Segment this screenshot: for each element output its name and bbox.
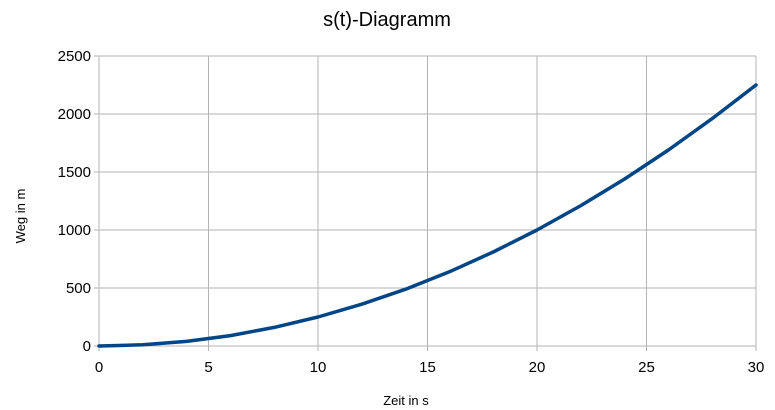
x-tick-label: 10: [310, 359, 327, 376]
series-line: [97, 83, 758, 348]
x-tick-label: 25: [638, 359, 655, 376]
y-tick-label: 2500: [58, 48, 91, 65]
x-tick-label: 15: [419, 359, 436, 376]
x-tick-label: 30: [748, 359, 765, 376]
y-tick-label: 2000: [58, 106, 91, 123]
y-tick-label: 1500: [58, 164, 91, 181]
y-axis-label: Weg in m: [13, 189, 28, 244]
grid: [94, 55, 757, 351]
chart-title: s(t)-Diagramm: [323, 9, 451, 31]
x-axis-ticks: 0 5 10 15 20 25 30: [95, 359, 765, 376]
y-tick-label: 1000: [58, 222, 91, 239]
x-tick-label: 0: [95, 359, 103, 376]
y-tick-label: 0: [83, 338, 91, 355]
y-axis-ticks: 0 500 1000 1500 2000 2500: [58, 48, 91, 355]
x-tick-label: 20: [529, 359, 546, 376]
x-tick-label: 5: [204, 359, 212, 376]
series-area: [97, 83, 758, 348]
y-tick-label: 500: [66, 280, 91, 297]
x-axis-label: Zeit in s: [383, 393, 429, 408]
